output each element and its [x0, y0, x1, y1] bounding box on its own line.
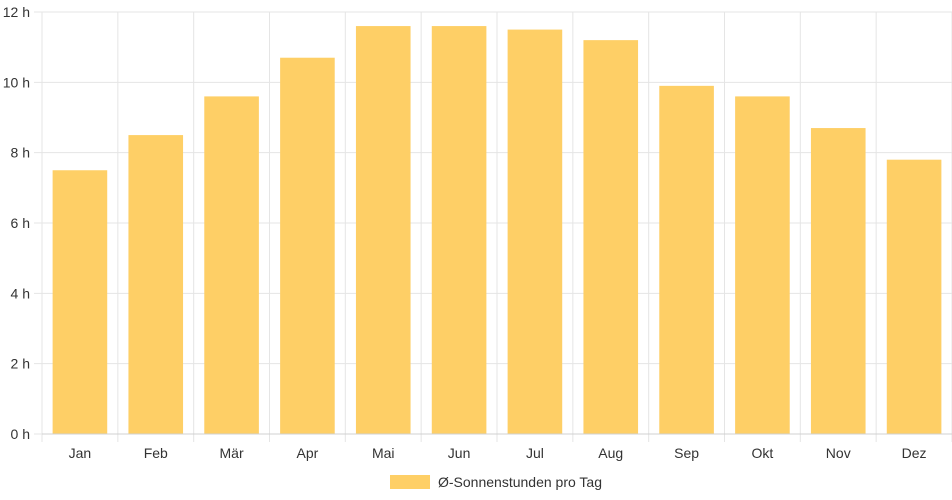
bar[interactable]: [810, 128, 866, 435]
x-tick-label: Sep: [674, 445, 699, 461]
x-tick-label: Jul: [526, 445, 544, 461]
x-tick-label: Okt: [752, 445, 774, 461]
x-tick-label: Jan: [69, 445, 92, 461]
axes: 0 h 2 h 4 h 6 h 8 h 10 h 12 h Jan Feb Mär Apr Mai Ju…: [3, 4, 952, 461]
y-tick-label: 4 h: [11, 285, 30, 301]
bar[interactable]: [204, 96, 259, 435]
bar[interactable]: [128, 135, 184, 435]
bar[interactable]: [886, 159, 942, 434]
grid: [34, 11, 952, 442]
bar[interactable]: [659, 85, 714, 434]
y-tick-label: 12 h: [3, 4, 30, 20]
x-tick-label: Nov: [826, 445, 851, 461]
y-tick-label: 10 h: [3, 74, 30, 90]
legend[interactable]: Ø-Sonnenstunden pro Tag: [390, 474, 602, 490]
bars: [52, 26, 942, 435]
x-tick-label: Dez: [902, 445, 927, 461]
legend-label: Ø-Sonnenstunden pro Tag: [438, 474, 602, 490]
x-tick-label: Mär: [220, 445, 244, 461]
legend-swatch[interactable]: [390, 475, 431, 489]
x-tick-label: Feb: [144, 445, 168, 461]
x-tick-label: Jun: [448, 445, 471, 461]
y-tick-label: 8 h: [11, 145, 30, 161]
x-tick-label: Mai: [372, 445, 395, 461]
y-tick-label: 6 h: [11, 215, 30, 231]
bar[interactable]: [735, 96, 790, 435]
bar[interactable]: [280, 57, 335, 434]
bar[interactable]: [431, 26, 487, 435]
bar[interactable]: [355, 26, 411, 435]
bar[interactable]: [507, 29, 563, 434]
bar[interactable]: [583, 40, 639, 435]
y-tick-label: 2 h: [11, 356, 30, 372]
y-tick-label: 0 h: [11, 426, 30, 442]
x-tick-label: Aug: [598, 445, 623, 461]
x-tick-label: Apr: [297, 445, 319, 461]
bar[interactable]: [52, 170, 108, 434]
